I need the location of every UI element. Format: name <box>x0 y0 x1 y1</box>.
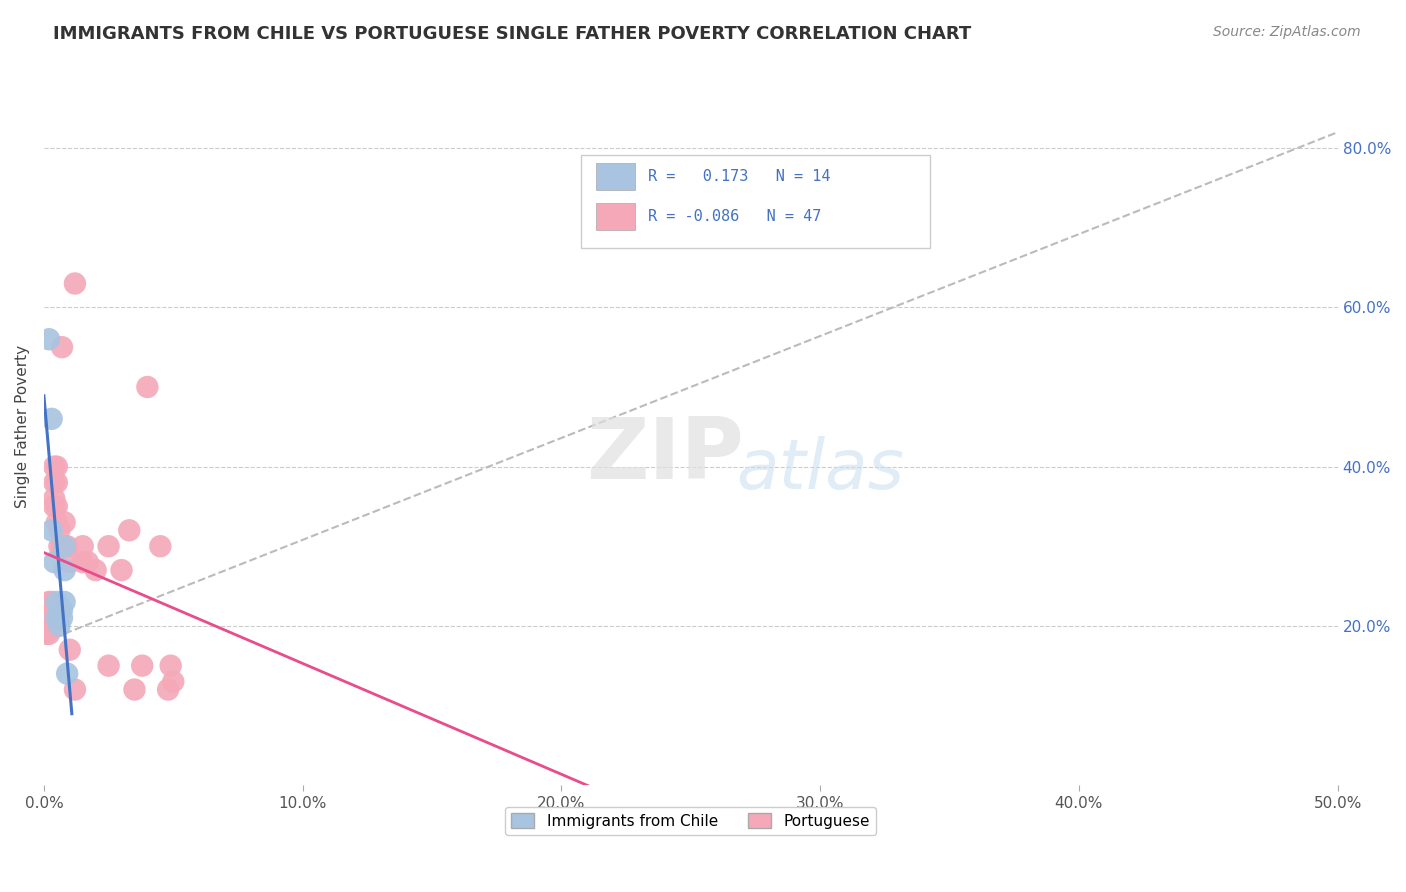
Point <box>38 603 60 617</box>
Point <box>56 666 79 681</box>
Text: ZIP: ZIP <box>586 414 744 497</box>
Point <box>45 516 67 530</box>
Point <box>35 627 58 641</box>
Point <box>118 524 141 538</box>
Text: atlas: atlas <box>737 436 904 503</box>
FancyBboxPatch shape <box>581 154 931 248</box>
Point <box>53 516 76 530</box>
Point <box>41 619 63 633</box>
Point <box>41 595 63 609</box>
Point <box>44 475 66 490</box>
Point <box>162 674 184 689</box>
Bar <box>596 203 636 230</box>
Point <box>84 563 107 577</box>
Text: IMMIGRANTS FROM CHILE VS PORTUGUESE SINGLE FATHER POVERTY CORRELATION CHART: IMMIGRANTS FROM CHILE VS PORTUGUESE SING… <box>53 25 972 43</box>
Point <box>38 627 60 641</box>
Point <box>48 539 70 553</box>
Point <box>41 603 63 617</box>
Text: Source: ZipAtlas.com: Source: ZipAtlas.com <box>1213 25 1361 39</box>
Point <box>124 682 146 697</box>
Point <box>35 603 58 617</box>
Point <box>72 555 94 569</box>
Point <box>136 380 159 394</box>
Point <box>45 459 67 474</box>
Point <box>44 459 66 474</box>
Point <box>53 595 76 609</box>
Point <box>48 619 70 633</box>
Point <box>38 332 60 346</box>
Point <box>48 603 70 617</box>
Point <box>48 524 70 538</box>
Point <box>38 611 60 625</box>
Point <box>72 539 94 553</box>
Point <box>159 658 181 673</box>
Point <box>41 611 63 625</box>
Point <box>51 340 73 354</box>
Point <box>41 524 63 538</box>
Point <box>44 491 66 506</box>
Point <box>45 500 67 514</box>
Point <box>56 539 79 553</box>
Point <box>38 619 60 633</box>
Point <box>45 595 67 609</box>
Text: R = -0.086   N = 47: R = -0.086 N = 47 <box>648 210 821 225</box>
Point <box>53 563 76 577</box>
Y-axis label: Single Father Poverty: Single Father Poverty <box>15 345 30 508</box>
Point <box>63 277 86 291</box>
Point <box>45 611 67 625</box>
Point <box>41 603 63 617</box>
Text: R =   0.173   N = 14: R = 0.173 N = 14 <box>648 169 831 185</box>
Legend: Immigrants from Chile, Portuguese: Immigrants from Chile, Portuguese <box>505 806 876 835</box>
Point <box>63 682 86 697</box>
Bar <box>596 163 636 190</box>
Point <box>35 611 58 625</box>
Point <box>44 500 66 514</box>
Point <box>77 555 100 569</box>
Point <box>35 619 58 633</box>
Point <box>45 475 67 490</box>
Point <box>97 539 120 553</box>
Point <box>38 595 60 609</box>
Point <box>44 555 66 569</box>
Point <box>131 658 153 673</box>
Point <box>59 642 82 657</box>
Point <box>51 603 73 617</box>
Point <box>51 611 73 625</box>
Point <box>51 539 73 553</box>
Point <box>110 563 132 577</box>
Point <box>149 539 172 553</box>
Point <box>41 412 63 426</box>
Point <box>157 682 180 697</box>
Point <box>53 539 76 553</box>
Point <box>59 555 82 569</box>
Point <box>97 658 120 673</box>
